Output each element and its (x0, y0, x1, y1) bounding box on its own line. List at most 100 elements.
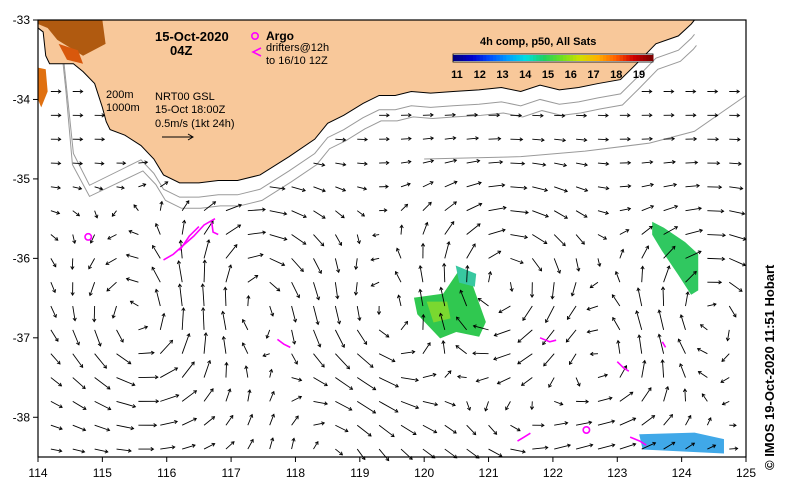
y-tick-label: -33 (13, 13, 31, 27)
colorbar-swatch (540, 55, 544, 61)
colorbar-ticks: 11 12 13 14 15 16 17 18 19 (451, 69, 645, 81)
colorbar-tick-label: 13 (496, 69, 508, 81)
x-tick-label: 118 (286, 466, 305, 480)
colorbar-tick-label: 18 (610, 69, 622, 81)
colorbar-swatch (496, 55, 500, 61)
y-tick-label: -38 (13, 410, 31, 424)
colorbar-swatch (630, 55, 634, 61)
colorbar-swatches (453, 55, 654, 61)
colorbar-swatch (570, 55, 574, 61)
colorbar-swatch (633, 55, 637, 61)
colorbar-swatch (573, 55, 577, 61)
colorbar-swatch (546, 55, 550, 61)
colorbar-swatch (520, 55, 524, 61)
y-tick-label: -36 (13, 251, 31, 265)
colorbar-tick-label: 19 (633, 69, 645, 81)
colorbar-swatch (636, 55, 640, 61)
colorbar-swatch (620, 55, 624, 61)
colorbar-swatch (466, 55, 470, 61)
argo-legend-label: Argo (266, 29, 294, 43)
colorbar-swatch (610, 55, 614, 61)
colorbar-swatch (586, 55, 590, 61)
colorbar-title: 4h comp, p50, All Sats (480, 36, 596, 48)
colorbar-swatch (470, 55, 474, 61)
colorbar-swatch (536, 55, 540, 61)
colorbar-swatch (556, 55, 560, 61)
colorbar-tick-label: 15 (542, 69, 554, 81)
colorbar-tick-label: 12 (474, 69, 486, 81)
colorbar-swatch (643, 55, 647, 61)
colorbar-swatch (543, 55, 547, 61)
colorbar-swatch (483, 55, 487, 61)
colorbar-swatch (456, 55, 460, 61)
colorbar-swatch (516, 55, 520, 61)
map-date: 15-Oct-2020 (155, 29, 229, 44)
y-tick-label: -34 (13, 92, 31, 106)
colorbar-swatch (566, 55, 570, 61)
colorbar-swatch (606, 55, 610, 61)
colorbar-swatch (490, 55, 494, 61)
x-tick-label: 120 (414, 466, 434, 480)
colorbar-swatch (463, 55, 467, 61)
colorbar-swatch (583, 55, 587, 61)
x-tick-label: 125 (736, 466, 756, 480)
colorbar-swatch (530, 55, 534, 61)
x-tick-label: 114 (28, 466, 47, 480)
colorbar-swatch (596, 55, 600, 61)
colorbar-swatch (480, 55, 484, 61)
colorbar-swatch (616, 55, 620, 61)
colorbar-swatch (613, 55, 617, 61)
y-axis: -33 -34 -35 -36 -37 -38 (13, 13, 38, 424)
velocity-scale-label: 0.5m/s (1kt 24h) (155, 118, 234, 130)
colorbar-swatch (640, 55, 644, 61)
x-tick-label: 123 (607, 466, 627, 480)
colorbar-swatch (646, 55, 650, 61)
colorbar-swatch (486, 55, 490, 61)
colorbar-swatch (650, 55, 654, 61)
drifter-legend-line2: to 16/10 12Z (266, 55, 328, 67)
velocity-source: NRT00 GSL (155, 91, 215, 103)
x-tick-label: 122 (543, 466, 563, 480)
map-time: 04Z (170, 43, 192, 58)
contour-label-1000m: 1000m (106, 102, 140, 114)
colorbar-swatch (593, 55, 597, 61)
x-tick-label: 116 (157, 466, 176, 480)
colorbar-tick-label: 11 (451, 69, 463, 81)
colorbar-swatch (576, 55, 580, 61)
x-tick-label: 117 (222, 466, 241, 480)
colorbar-swatch (506, 55, 510, 61)
credit-text: © IMOS 19-Oct-2020 11:51 Hobart (762, 265, 777, 470)
colorbar-swatch (623, 55, 627, 61)
colorbar-swatch (550, 55, 554, 61)
colorbar-swatch (476, 55, 480, 61)
colorbar-tick-label: 16 (565, 69, 577, 81)
x-tick-label: 121 (479, 466, 499, 480)
colorbar-swatch (603, 55, 607, 61)
colorbar-swatch (563, 55, 567, 61)
colorbar-swatch (560, 55, 564, 61)
y-tick-label: -37 (13, 331, 31, 345)
colorbar-swatch (453, 55, 457, 61)
colorbar-swatch (553, 55, 557, 61)
colorbar-tick-label: 14 (519, 69, 532, 81)
colorbar-swatch (580, 55, 584, 61)
colorbar-swatch (513, 55, 517, 61)
x-axis: 114 115 116 117 118 119 120 121 122 123 124 125 (28, 457, 756, 480)
colorbar-swatch (503, 55, 507, 61)
colorbar-swatch (500, 55, 504, 61)
x-tick-label: 115 (93, 466, 112, 480)
colorbar-tick-label: 17 (587, 69, 599, 81)
y-tick-label: -35 (13, 172, 31, 186)
x-tick-label: 124 (672, 466, 692, 480)
colorbar-swatch (510, 55, 514, 61)
colorbar-swatch (523, 55, 527, 61)
velocity-time: 15-Oct 18:00Z (155, 104, 226, 116)
colorbar-swatch (600, 55, 604, 61)
colorbar-swatch (460, 55, 464, 61)
x-tick-label: 119 (350, 466, 369, 480)
colorbar-swatch (473, 55, 477, 61)
drifter-legend-line1: drifters@12h (266, 42, 329, 54)
colorbar-swatch (626, 55, 630, 61)
